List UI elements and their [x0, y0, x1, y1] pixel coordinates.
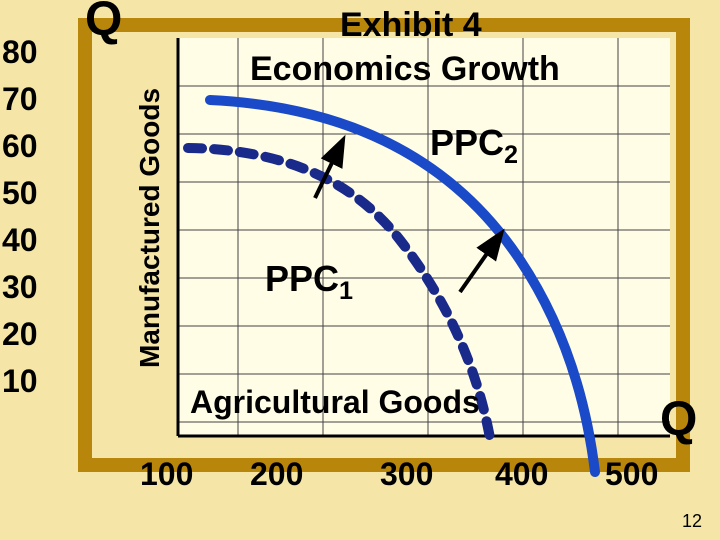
- y-tick: 20: [2, 316, 38, 353]
- x-tick: 300: [380, 456, 433, 493]
- y-tick: 30: [2, 269, 38, 306]
- y-tick: 60: [2, 128, 38, 165]
- y-axis-label: Manufactured Goods: [134, 88, 166, 368]
- ppc1-sub: 1: [339, 277, 353, 305]
- y-tick: 40: [2, 222, 38, 259]
- x-tick: 200: [250, 456, 303, 493]
- q-axis-right: Q: [660, 392, 697, 447]
- ppc2-label: PPC2: [430, 122, 518, 170]
- exhibit-title: Exhibit 4: [340, 6, 482, 45]
- y-tick: 50: [2, 175, 38, 212]
- subtitle: Economics Growth: [250, 50, 560, 89]
- x-tick: 400: [495, 456, 548, 493]
- ppc2-sub: 2: [504, 141, 518, 169]
- ppc1-label: PPC1: [265, 258, 353, 306]
- x-tick: 100: [140, 456, 193, 493]
- q-axis-top: Q: [85, 0, 122, 47]
- ppc1-text: PPC: [265, 258, 339, 299]
- y-tick: 80: [2, 34, 38, 71]
- y-tick: 10: [2, 363, 38, 400]
- page-number: 12: [682, 511, 702, 532]
- x-axis-label: Agricultural Goods: [190, 384, 480, 421]
- ppc2-text: PPC: [430, 122, 504, 163]
- y-tick: 70: [2, 81, 38, 118]
- x-tick: 500: [605, 456, 658, 493]
